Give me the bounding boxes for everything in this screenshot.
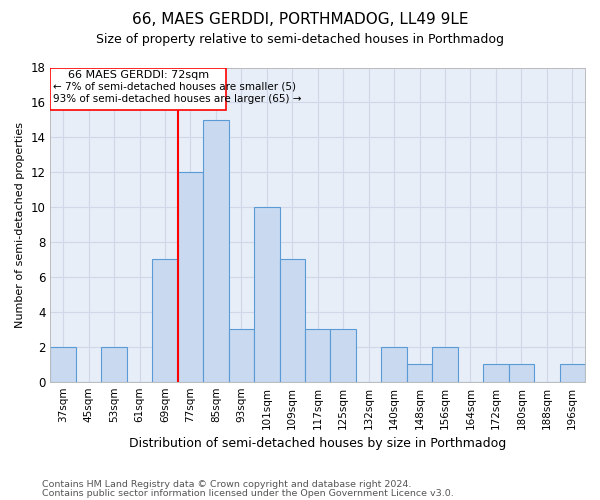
Bar <box>560 364 585 382</box>
Text: ← 7% of semi-detached houses are smaller (5): ← 7% of semi-detached houses are smaller… <box>53 82 296 92</box>
X-axis label: Distribution of semi-detached houses by size in Porthmadog: Distribution of semi-detached houses by … <box>129 437 506 450</box>
Bar <box>50 347 76 382</box>
Text: Size of property relative to semi-detached houses in Porthmadog: Size of property relative to semi-detach… <box>96 34 504 46</box>
Y-axis label: Number of semi-detached properties: Number of semi-detached properties <box>15 122 25 328</box>
Bar <box>509 364 534 382</box>
Bar <box>178 172 203 382</box>
Bar <box>280 260 305 382</box>
Text: 66 MAES GERDDI: 72sqm: 66 MAES GERDDI: 72sqm <box>68 70 209 81</box>
Bar <box>101 347 127 382</box>
FancyBboxPatch shape <box>50 68 226 110</box>
Text: 66, MAES GERDDI, PORTHMADOG, LL49 9LE: 66, MAES GERDDI, PORTHMADOG, LL49 9LE <box>132 12 468 28</box>
Text: 93% of semi-detached houses are larger (65) →: 93% of semi-detached houses are larger (… <box>53 94 301 104</box>
Bar <box>483 364 509 382</box>
Bar <box>432 347 458 382</box>
Bar <box>305 330 331 382</box>
Bar <box>407 364 432 382</box>
Bar <box>203 120 229 382</box>
Bar <box>229 330 254 382</box>
Text: Contains public sector information licensed under the Open Government Licence v3: Contains public sector information licen… <box>42 488 454 498</box>
Bar <box>331 330 356 382</box>
Text: Contains HM Land Registry data © Crown copyright and database right 2024.: Contains HM Land Registry data © Crown c… <box>42 480 412 489</box>
Bar <box>382 347 407 382</box>
Bar <box>152 260 178 382</box>
Bar <box>254 207 280 382</box>
